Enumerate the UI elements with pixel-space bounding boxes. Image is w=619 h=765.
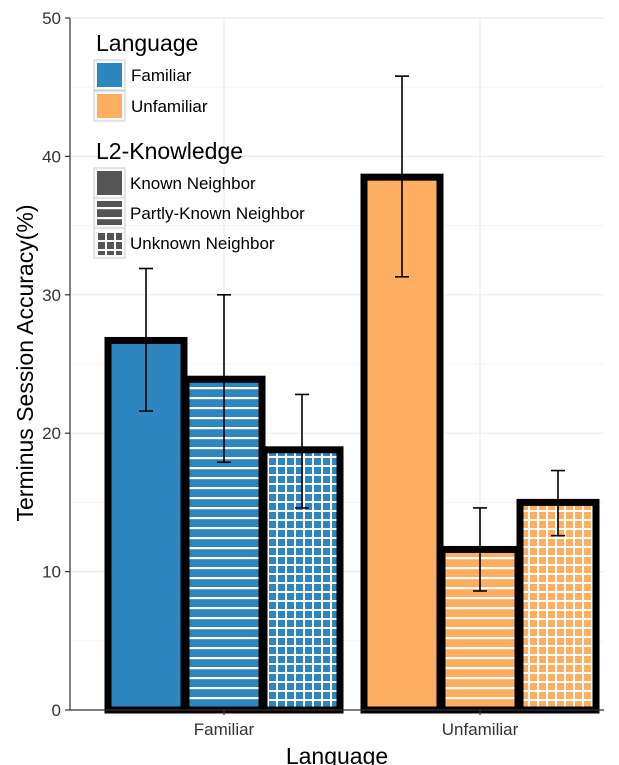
y-tick-label: 0 xyxy=(52,701,61,720)
error-bars xyxy=(139,75,565,592)
x-axis-title: Language xyxy=(286,743,388,765)
legend-swatch-familiar xyxy=(97,63,122,87)
legend-title-language: Language xyxy=(96,30,198,56)
y-tick-label: 10 xyxy=(42,563,61,582)
error-bar-familiar-partly-known-neighbor xyxy=(217,293,231,464)
y-axis-title: Terminus Session Accuracy(%) xyxy=(12,205,38,522)
bars xyxy=(104,173,600,714)
legend-swatch-partly-known-neighbor xyxy=(97,201,122,225)
axes: 0 10 20 30 40 50 Familiar Unfamiliar Language Ter… xyxy=(12,9,604,765)
legend-swatch-known-neighbor xyxy=(97,171,122,195)
legend-label-partly-known-neighbor: Partly-Known Neighbor xyxy=(130,204,305,223)
x-tick-label-familiar: Familiar xyxy=(194,720,255,739)
y-tick-label: 20 xyxy=(42,424,61,443)
error-bar-unfamiliar-unknown-neighbor xyxy=(551,469,565,537)
y-tick-label: 40 xyxy=(42,147,61,166)
error-bar-familiar-unknown-neighbor xyxy=(295,393,309,509)
legend-label-unknown-neighbor: Unknown Neighbor xyxy=(130,234,275,253)
legend-label-known-neighbor: Known Neighbor xyxy=(130,174,256,193)
legend-label-familiar: Familiar xyxy=(131,66,192,85)
y-tick-label: 50 xyxy=(42,9,61,28)
error-bar-unfamiliar-partly-known-neighbor xyxy=(473,507,487,592)
error-bar-unfamiliar-known-neighbor xyxy=(395,75,409,278)
error-bar-familiar-known-neighbor xyxy=(139,267,153,412)
legend-title-l2-knowledge: L2-Knowledge xyxy=(96,138,243,164)
legend-label-unfamiliar: Unfamiliar xyxy=(131,97,208,116)
legend-swatch-unfamiliar xyxy=(97,94,122,118)
legend-swatch-unknown-neighbor xyxy=(97,231,122,255)
y-tick-label: 30 xyxy=(42,286,61,305)
x-tick-label-unfamiliar: Unfamiliar xyxy=(442,720,519,739)
legend: Language Familiar Unfamiliar L2-Knowledge Kn… xyxy=(93,30,305,259)
